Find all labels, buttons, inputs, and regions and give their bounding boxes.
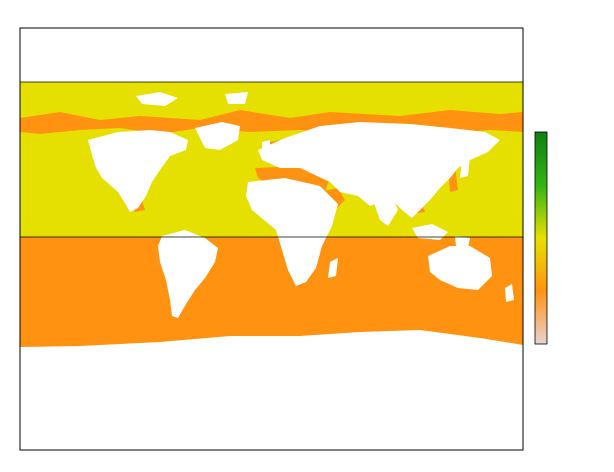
legend-colorbar (534, 131, 548, 345)
legend (534, 131, 548, 345)
map-layers (20, 81, 523, 450)
plot-frame (19, 27, 524, 451)
land-masses (20, 92, 523, 450)
